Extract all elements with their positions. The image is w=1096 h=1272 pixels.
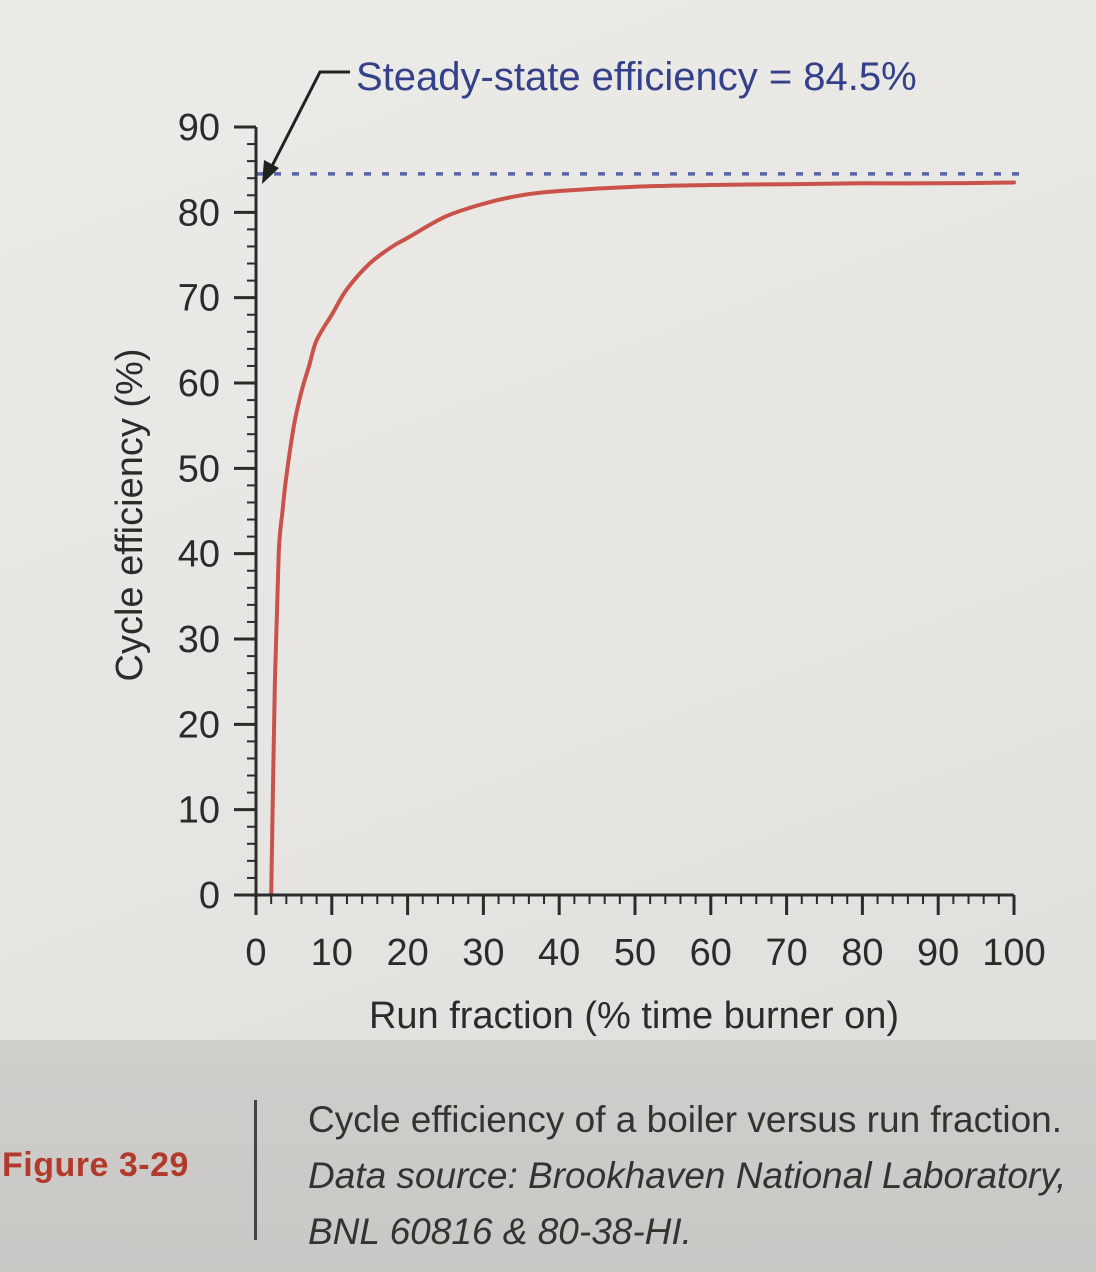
y-tick-label: 40 <box>178 534 220 576</box>
x-tick-label: 40 <box>538 932 580 974</box>
series-group <box>269 180 1016 897</box>
y-tick-label: 70 <box>178 278 220 320</box>
x-tick-label: 70 <box>765 932 807 974</box>
y-tick-label: 90 <box>178 107 220 149</box>
x-axis-title: Run fraction (% time burner on) <box>369 995 899 1037</box>
x-tick-label: 100 <box>982 932 1045 974</box>
caption-source: Data source: Brookhaven National Laborat… <box>308 1155 1067 1252</box>
x-tick-label: 20 <box>386 932 428 974</box>
figure-caption: Cycle efficiency of a boiler versus run … <box>308 1092 1078 1260</box>
x-tick-label: 10 <box>311 932 353 974</box>
y-tick-label: 0 <box>199 875 220 917</box>
x-tick-label: 0 <box>245 932 266 974</box>
x-tick-label: 30 <box>462 932 504 974</box>
efficiency-chart: 0 10 20 30 40 50 60 70 80 90 0 10 20 30 40 50 60 70 80 90 10… <box>109 55 1046 1037</box>
x-tick-label: 60 <box>690 932 732 974</box>
y-tick-label: 20 <box>178 704 220 746</box>
y-tick-label: 60 <box>178 363 220 405</box>
caption-main: Cycle efficiency of a boiler versus run … <box>308 1099 1063 1140</box>
y-tick-label: 50 <box>178 448 220 490</box>
x-tick-label: 50 <box>614 932 656 974</box>
efficiency-curve <box>269 180 1016 897</box>
y-tick-label: 30 <box>178 619 220 661</box>
annotation-leader-line <box>268 70 350 171</box>
x-tick-label: 90 <box>917 932 959 974</box>
y-tick-label: 80 <box>178 192 220 234</box>
ticks-group <box>234 125 1016 915</box>
annotation-group: Steady-state efficiency = 84.5% <box>262 55 917 184</box>
y-tick-label: 10 <box>178 790 220 832</box>
steady-state-annotation: Steady-state efficiency = 84.5% <box>356 55 917 99</box>
figure-number: Figure 3-29 <box>2 1146 189 1184</box>
caption-divider <box>254 1100 257 1240</box>
axes-group <box>254 127 1014 897</box>
x-tick-label: 80 <box>841 932 883 974</box>
y-axis-title: Cycle efficiency (%) <box>109 349 151 682</box>
tick-labels-group: 0 10 20 30 40 50 60 70 80 90 0 10 20 30 40 50 60 70 80 90 10… <box>178 107 1046 974</box>
annotation-arrowhead <box>262 160 279 184</box>
caption-band <box>0 1040 1096 1272</box>
